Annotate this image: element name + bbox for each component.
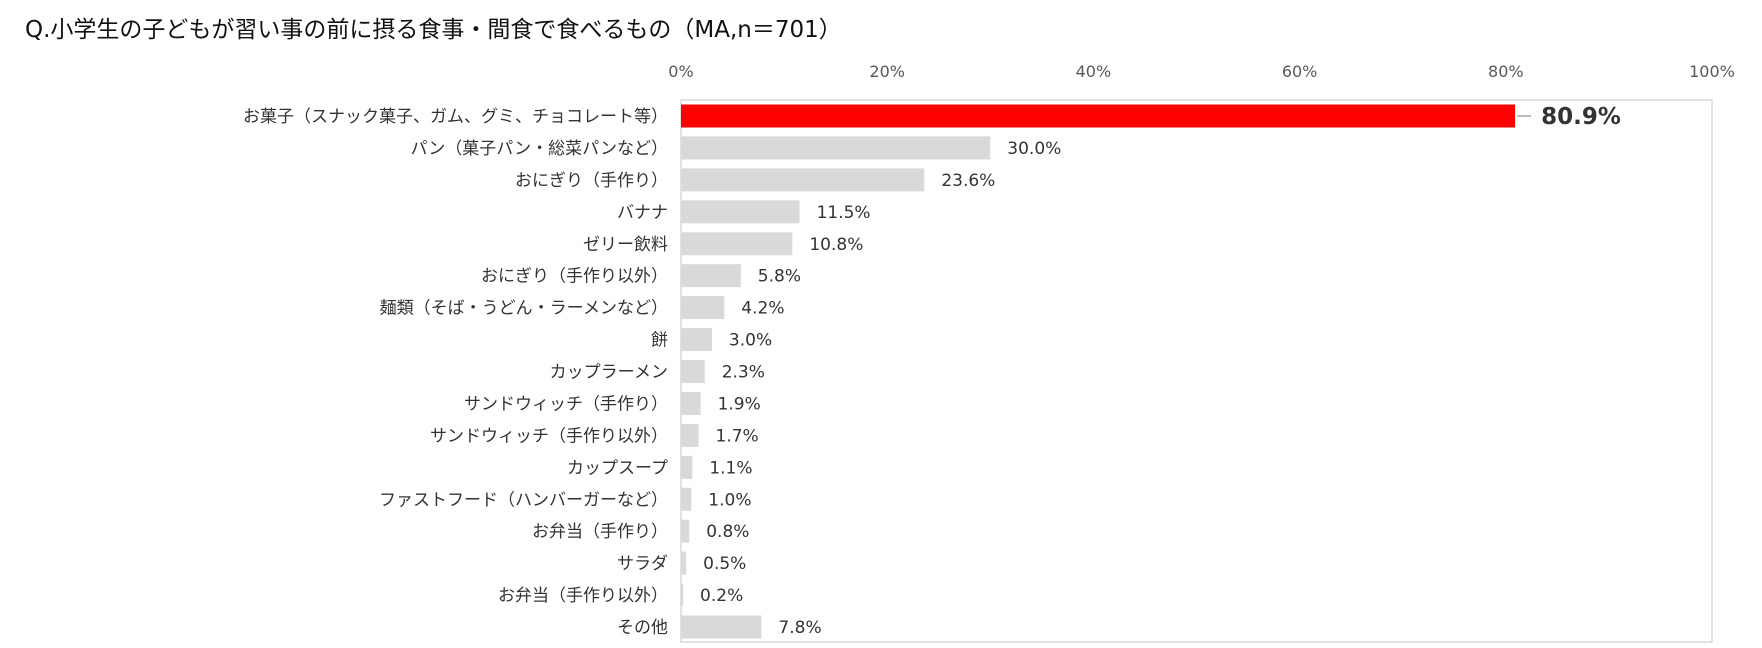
data-labels: 80.9% 30.0% 23.6% 11.5% 10.8% 5.8% 4.2% 3.0% 2.3…: [700, 104, 1621, 638]
bar: [681, 583, 684, 607]
x-tick-label: 100%: [1689, 62, 1735, 81]
data-label: 80.9%: [1541, 104, 1621, 130]
category-label: お弁当（手作り以外）: [498, 586, 668, 606]
data-label: 0.8%: [706, 522, 749, 542]
data-label: 2.3%: [722, 363, 765, 383]
x-tick-label: 20%: [869, 62, 905, 81]
data-label: 3.0%: [729, 331, 772, 351]
data-label: 1.7%: [716, 426, 759, 446]
bar: [681, 264, 741, 288]
category-label: パン（菓子パン・総菜パンなど）: [410, 139, 668, 159]
x-axis-ticks: 0% 20% 40% 60% 80% 100%: [668, 62, 1735, 81]
bar: [681, 104, 1516, 128]
bar: [681, 360, 705, 384]
bar: [681, 391, 701, 415]
x-tick-label: 40%: [1076, 62, 1112, 81]
bar: [681, 232, 793, 256]
bars: [681, 104, 1516, 639]
category-label: バナナ: [617, 203, 668, 223]
bar: [681, 487, 692, 511]
category-label: お菓子（スナック菓子、ガム、グミ、チョコレート等）: [243, 107, 668, 127]
bar: [681, 168, 925, 192]
bar: [681, 455, 693, 479]
category-label: 麺類（そば・うどん・ラーメンなど）: [380, 299, 668, 319]
data-label: 4.2%: [741, 299, 784, 319]
chart-title: Q.小学生の子どもが習い事の前に摂る食事・間食で食べるもの（MA,n＝701）: [25, 17, 842, 43]
category-label: ゼリー飲料: [583, 235, 668, 255]
bar: [681, 328, 712, 352]
category-label: ファストフード（ハンバーガーなど）: [379, 490, 668, 510]
x-tick-label: 80%: [1488, 62, 1524, 81]
bar: [681, 136, 991, 160]
data-label: 0.2%: [700, 586, 743, 606]
x-tick-label: 0%: [668, 62, 693, 81]
bar: [681, 551, 687, 575]
data-label: 7.8%: [778, 618, 821, 638]
bar: [681, 519, 690, 543]
data-label: 23.6%: [941, 171, 995, 191]
data-label: 11.5%: [817, 203, 871, 223]
category-label: 餅: [651, 331, 668, 351]
category-label: サラダ: [617, 554, 668, 574]
data-label: 1.1%: [709, 458, 752, 478]
bar: [681, 615, 762, 639]
category-label: サンドウィッチ（手作り以外）: [430, 426, 668, 446]
data-label: 10.8%: [809, 235, 863, 255]
bar: [681, 296, 725, 320]
bar: [681, 423, 699, 447]
category-label: おにぎり（手作り以外）: [481, 267, 668, 287]
category-label: カップスープ: [567, 458, 668, 478]
data-label: 1.0%: [708, 490, 751, 510]
data-label: 5.8%: [758, 267, 801, 287]
category-labels: お菓子（スナック菓子、ガム、グミ、チョコレート等） パン（菓子パン・総菜パンなど）…: [243, 107, 668, 638]
category-label: カップラーメン: [550, 363, 668, 383]
x-tick-label: 60%: [1282, 62, 1318, 81]
category-label: その他: [617, 618, 668, 638]
data-label: 1.9%: [718, 394, 761, 414]
data-label: 30.0%: [1007, 139, 1061, 159]
data-label: 0.5%: [703, 554, 746, 574]
category-label: お弁当（手作り）: [532, 522, 668, 542]
category-label: おにぎり（手作り）: [515, 171, 668, 191]
bar: [681, 200, 800, 224]
category-label: サンドウィッチ（手作り）: [464, 394, 668, 414]
